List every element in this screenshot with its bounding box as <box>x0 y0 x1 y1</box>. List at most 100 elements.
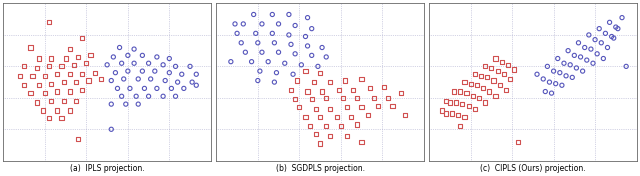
Point <box>470 107 480 110</box>
Point <box>451 101 461 104</box>
Point <box>588 62 598 65</box>
Point <box>569 54 579 57</box>
Point <box>83 79 93 82</box>
Point <box>333 89 344 91</box>
Point <box>69 63 79 66</box>
Point <box>580 46 590 49</box>
Point <box>164 57 175 60</box>
Point <box>158 63 168 66</box>
Point <box>56 65 67 68</box>
Point <box>143 62 154 65</box>
Point <box>44 117 54 120</box>
Point <box>52 73 63 76</box>
Point <box>248 13 259 16</box>
Point <box>307 98 317 101</box>
Point <box>290 52 300 55</box>
Point <box>445 101 455 104</box>
Point <box>71 100 81 102</box>
Point <box>573 41 584 44</box>
Point <box>61 57 71 60</box>
Point <box>179 87 189 90</box>
Point <box>150 70 160 73</box>
Point <box>460 81 470 84</box>
X-axis label: (a)  IPLS projection.: (a) IPLS projection. <box>70 164 145 172</box>
Point <box>602 46 612 49</box>
Point <box>46 100 56 102</box>
Point <box>236 41 246 44</box>
Point <box>356 140 367 143</box>
Point <box>170 65 180 68</box>
Point <box>346 115 356 118</box>
Point <box>177 73 187 76</box>
Point <box>490 57 500 60</box>
Point <box>572 67 582 69</box>
Point <box>325 81 335 84</box>
Point <box>575 56 586 58</box>
Point <box>499 73 509 76</box>
Point <box>65 73 75 76</box>
Point <box>482 76 492 79</box>
Point <box>436 109 447 112</box>
Point <box>557 84 567 87</box>
Point <box>497 60 507 63</box>
Point <box>555 71 565 74</box>
Point <box>31 101 42 104</box>
Point <box>271 71 282 74</box>
Point <box>542 65 552 68</box>
Point <box>129 62 140 65</box>
Point <box>315 71 325 74</box>
Point <box>490 95 500 98</box>
Point <box>325 107 335 110</box>
Point <box>44 21 54 24</box>
Point <box>240 51 250 54</box>
Point <box>303 90 313 93</box>
Point <box>447 112 457 115</box>
Point <box>582 59 592 61</box>
Point <box>15 74 25 77</box>
Point <box>470 73 480 76</box>
Point <box>596 41 607 44</box>
Point <box>46 57 56 60</box>
Point <box>307 54 317 57</box>
Point <box>33 84 44 87</box>
Point <box>321 96 332 99</box>
Point <box>85 54 95 57</box>
Point <box>538 78 548 80</box>
Point <box>592 52 602 55</box>
Point <box>500 89 511 91</box>
Point <box>308 81 319 84</box>
Point <box>267 32 277 35</box>
Point <box>342 106 352 109</box>
Point <box>26 92 36 95</box>
Point <box>472 84 482 87</box>
Point <box>288 73 298 76</box>
Point <box>110 71 120 74</box>
Point <box>152 87 162 90</box>
Point <box>102 63 112 66</box>
Point <box>509 68 519 71</box>
Point <box>352 123 362 126</box>
Point <box>307 27 317 30</box>
Point <box>598 57 609 60</box>
Point <box>449 90 460 93</box>
Point <box>356 106 367 109</box>
Point <box>590 38 600 41</box>
Point <box>463 104 474 107</box>
Point <box>121 103 131 106</box>
Point <box>455 90 465 93</box>
Point <box>113 87 123 90</box>
Point <box>19 65 29 68</box>
Point <box>116 62 127 65</box>
Point <box>65 90 75 93</box>
Point <box>305 125 315 128</box>
Point <box>577 70 588 73</box>
Point <box>315 115 325 118</box>
Point <box>292 79 302 82</box>
Point <box>143 95 154 98</box>
Point <box>255 70 265 73</box>
Point <box>548 70 559 73</box>
Point <box>77 73 88 76</box>
Point <box>325 134 335 137</box>
Point <box>363 114 373 117</box>
Point <box>567 76 577 79</box>
